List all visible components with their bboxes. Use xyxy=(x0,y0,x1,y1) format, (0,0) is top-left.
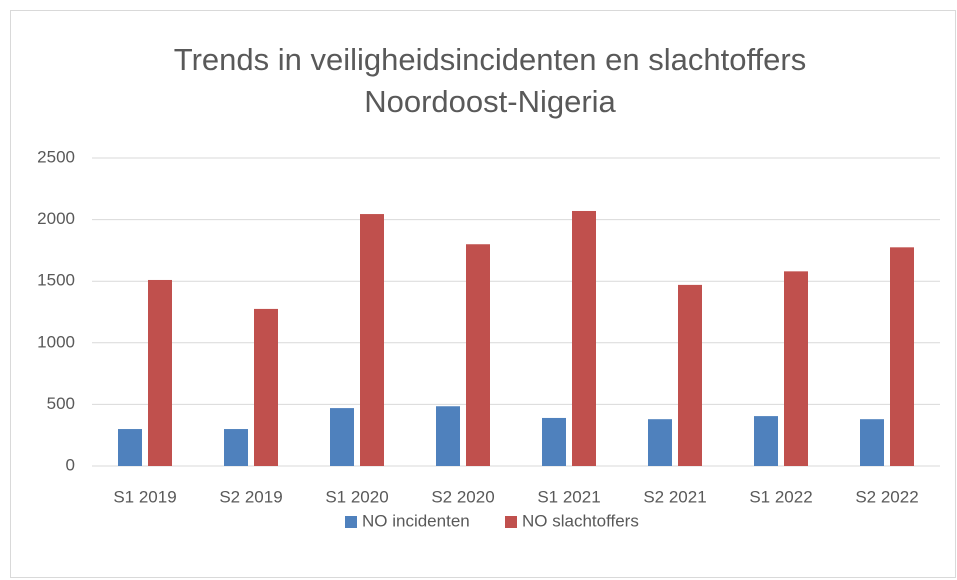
y-tick-label: 2000 xyxy=(37,209,75,228)
bar xyxy=(678,284,702,466)
x-tick-label: S2 2021 xyxy=(643,487,706,506)
chart-title: Noordoost-Nigeria xyxy=(364,84,616,119)
y-tick-label: 1000 xyxy=(37,332,75,351)
bar xyxy=(542,417,566,466)
bar xyxy=(148,279,172,466)
x-tick-label: S2 2019 xyxy=(219,487,282,506)
bar xyxy=(754,416,778,466)
y-tick-label: 500 xyxy=(47,394,75,413)
y-tick-label: 0 xyxy=(66,455,75,474)
x-tick-label: S1 2019 xyxy=(113,487,176,506)
bar xyxy=(784,271,808,466)
bar xyxy=(466,244,490,466)
bar xyxy=(224,429,248,466)
bar xyxy=(436,406,460,466)
bar xyxy=(118,429,142,466)
bar xyxy=(648,419,672,466)
bar xyxy=(890,247,914,466)
x-tick-label: S1 2020 xyxy=(325,487,388,506)
bar xyxy=(360,214,384,466)
bar xyxy=(254,308,278,466)
x-tick-label: S2 2022 xyxy=(855,487,918,506)
legend-swatch xyxy=(345,516,357,528)
bar xyxy=(860,419,884,466)
x-tick-label: S1 2021 xyxy=(537,487,600,506)
x-tick-label: S1 2022 xyxy=(749,487,812,506)
chart-title: Trends in veiligheidsincidenten en slach… xyxy=(174,42,806,77)
bar xyxy=(330,408,354,466)
y-tick-label: 1500 xyxy=(37,271,75,290)
x-tick-label: S2 2020 xyxy=(431,487,494,506)
legend-label: NO slachtoffers xyxy=(522,511,639,530)
y-tick-label: 2500 xyxy=(37,147,75,166)
legend-swatch xyxy=(505,516,517,528)
legend-label: NO incidenten xyxy=(362,511,470,530)
bar xyxy=(572,210,596,466)
